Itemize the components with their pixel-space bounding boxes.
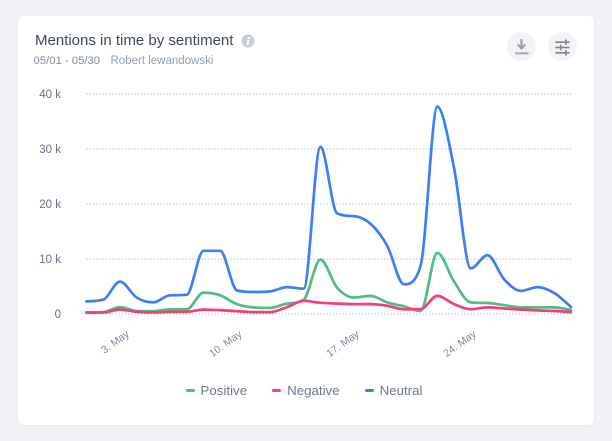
svg-text:3. May: 3. May [99, 328, 132, 357]
svg-text:24. May: 24. May [441, 328, 479, 360]
svg-text:40 k: 40 k [39, 89, 61, 101]
svg-text:20 k: 20 k [39, 199, 61, 211]
svg-text:17. May: 17. May [324, 328, 362, 360]
svg-text:30 k: 30 k [39, 144, 61, 156]
svg-text:10. May: 10. May [207, 328, 245, 360]
svg-text:0: 0 [55, 309, 61, 321]
svg-text:10 k: 10 k [39, 254, 61, 266]
